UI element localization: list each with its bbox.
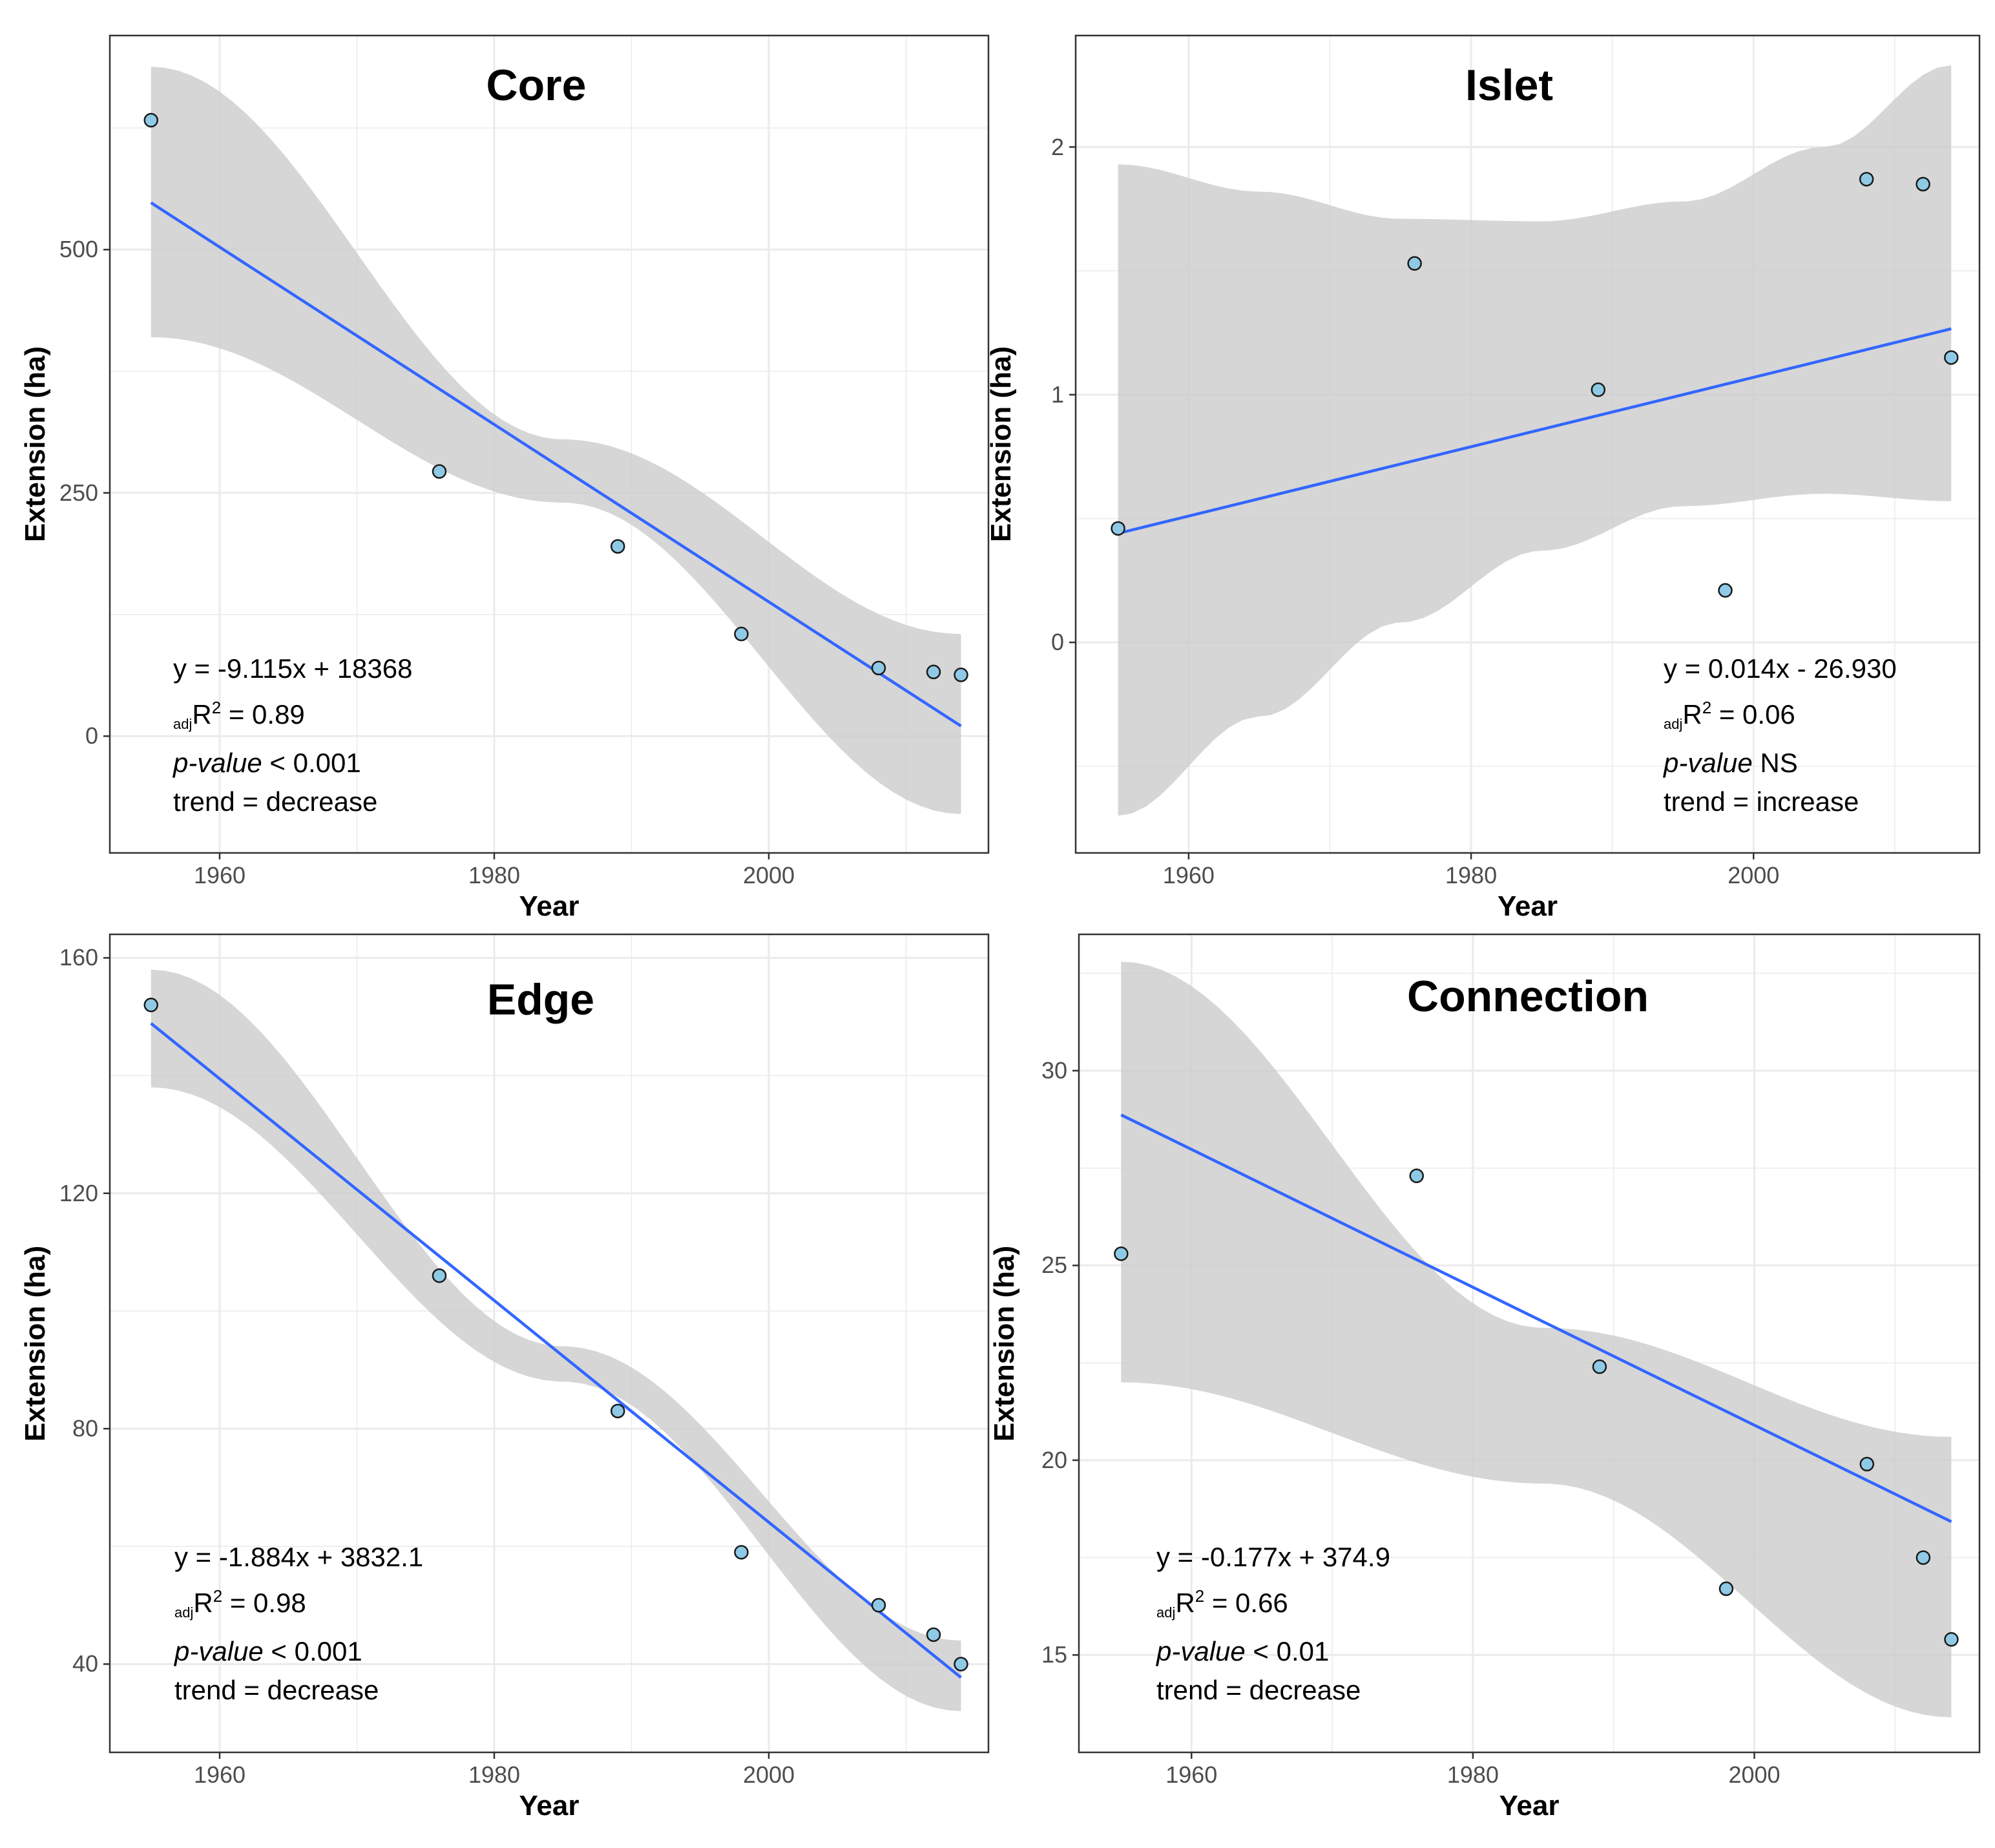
regression-annotation: y = 0.014x - 26.930 adjR2 = 0.06 p-value… bbox=[1664, 649, 1897, 821]
trend-text: trend = decrease bbox=[173, 786, 378, 817]
data-point bbox=[1944, 350, 1959, 365]
confidence-band bbox=[151, 67, 961, 814]
confidence-band bbox=[151, 969, 961, 1712]
confidence-band bbox=[1121, 961, 1952, 1717]
regression-line bbox=[1118, 327, 1952, 535]
y-tick-label: 2 bbox=[1050, 133, 1064, 160]
regression-line bbox=[1120, 1113, 1952, 1524]
panel-border bbox=[1078, 933, 1981, 1754]
data-point bbox=[1407, 256, 1422, 271]
x-tick-label: 1980 bbox=[1447, 1761, 1499, 1788]
data-point bbox=[734, 626, 749, 642]
data-point bbox=[143, 112, 158, 128]
y-tick-label: 120 bbox=[59, 1179, 98, 1206]
data-point bbox=[432, 464, 447, 479]
x-tick-label: 2000 bbox=[1728, 1761, 1781, 1788]
y-tick-label: 160 bbox=[59, 944, 98, 971]
data-point bbox=[926, 1627, 941, 1643]
data-point bbox=[1718, 583, 1733, 598]
x-tick-label: 1960 bbox=[193, 1761, 246, 1788]
x-axis-label: Year bbox=[519, 890, 580, 922]
equation-text: y = 0.014x - 26.930 bbox=[1664, 653, 1897, 684]
trend-text: trend = decrease bbox=[174, 1675, 379, 1705]
chart-title: Connection bbox=[1407, 972, 1649, 1021]
data-point bbox=[954, 1657, 968, 1672]
chart-title: Edge bbox=[486, 975, 595, 1024]
chart-title: Core bbox=[486, 61, 587, 110]
data-point bbox=[954, 667, 968, 682]
regression-annotation: y = -1.884x + 3832.1 adjR2 = 0.98 p-valu… bbox=[174, 1538, 423, 1710]
x-tick-label: 1980 bbox=[468, 862, 521, 888]
y-tick-label: 20 bbox=[1041, 1446, 1067, 1473]
data-point bbox=[611, 539, 625, 554]
data-point bbox=[1718, 1581, 1734, 1597]
regression-annotation: y = -0.177x + 374.9 adjR2 = 0.66 p-value… bbox=[1156, 1538, 1390, 1710]
data-point bbox=[1111, 521, 1125, 536]
data-point bbox=[734, 1545, 749, 1560]
data-point bbox=[611, 1403, 625, 1418]
panel-border bbox=[109, 34, 990, 854]
trend-text: trend = decrease bbox=[1156, 1675, 1361, 1705]
p-value-text: p-value < 0.001 bbox=[173, 748, 361, 778]
x-tick-label: 2000 bbox=[742, 862, 795, 888]
panel-border bbox=[1074, 34, 1981, 854]
confidence-band bbox=[1118, 65, 1952, 816]
r2-text: adjR2 = 0.98 bbox=[174, 1586, 306, 1621]
data-point bbox=[432, 1268, 447, 1283]
y-tick-label: 25 bbox=[1041, 1252, 1067, 1279]
regression-line bbox=[150, 1022, 962, 1679]
r2-text: adjR2 = 0.06 bbox=[1664, 698, 1795, 732]
trend-text: trend = increase bbox=[1664, 786, 1859, 817]
p-value-text: p-value < 0.01 bbox=[1156, 1636, 1330, 1666]
data-point bbox=[1916, 1550, 1931, 1565]
data-point bbox=[1592, 1359, 1607, 1374]
r2-text: adjR2 = 0.66 bbox=[1156, 1586, 1288, 1621]
x-axis-label: Year bbox=[1498, 890, 1558, 922]
regression-annotation: y = -9.115x + 18368 adjR2 = 0.89 p-value… bbox=[173, 649, 413, 821]
x-tick-label: 1980 bbox=[468, 1761, 521, 1788]
data-point bbox=[1859, 172, 1874, 187]
regression-line bbox=[150, 201, 962, 728]
y-tick-label: 1 bbox=[1050, 381, 1064, 408]
y-tick-label: 80 bbox=[72, 1415, 98, 1442]
y-axis-label: Extension (ha) bbox=[988, 1245, 1020, 1442]
x-tick-label: 2000 bbox=[742, 1761, 795, 1788]
data-point bbox=[1944, 1632, 1959, 1647]
data-point bbox=[1916, 176, 1930, 192]
r2-text: adjR2 = 0.89 bbox=[173, 698, 305, 732]
data-point bbox=[871, 660, 886, 676]
y-tick-label: 15 bbox=[1041, 1641, 1067, 1668]
data-point bbox=[1859, 1456, 1874, 1472]
equation-text: y = -1.884x + 3832.1 bbox=[174, 1542, 424, 1572]
panel-border bbox=[109, 933, 990, 1754]
y-tick-label: 0 bbox=[1050, 629, 1064, 656]
y-tick-label: 0 bbox=[85, 722, 98, 750]
x-axis-label: Year bbox=[519, 1790, 580, 1822]
equation-text: y = -0.177x + 374.9 bbox=[1156, 1542, 1390, 1572]
equation-text: y = -9.115x + 18368 bbox=[173, 653, 413, 684]
data-point bbox=[143, 998, 158, 1013]
p-value-text: p-value < 0.001 bbox=[174, 1636, 362, 1666]
y-tick-label: 250 bbox=[59, 479, 98, 506]
y-tick-label: 40 bbox=[72, 1650, 98, 1677]
x-axis-label: Year bbox=[1499, 1790, 1560, 1822]
data-point bbox=[926, 664, 941, 680]
x-tick-label: 2000 bbox=[1728, 862, 1780, 888]
data-point bbox=[1114, 1246, 1129, 1261]
data-point bbox=[1409, 1168, 1424, 1184]
chart-title: Islet bbox=[1465, 61, 1554, 110]
data-point bbox=[1591, 382, 1606, 397]
x-tick-label: 1960 bbox=[193, 862, 246, 888]
data-point bbox=[871, 1598, 886, 1613]
p-value-text: p-value NS bbox=[1664, 748, 1798, 778]
x-tick-label: 1960 bbox=[1162, 862, 1215, 888]
y-tick-label: 500 bbox=[59, 236, 98, 263]
y-tick-label: 30 bbox=[1041, 1057, 1067, 1084]
x-tick-label: 1980 bbox=[1445, 862, 1498, 888]
x-tick-label: 1960 bbox=[1165, 1761, 1218, 1788]
